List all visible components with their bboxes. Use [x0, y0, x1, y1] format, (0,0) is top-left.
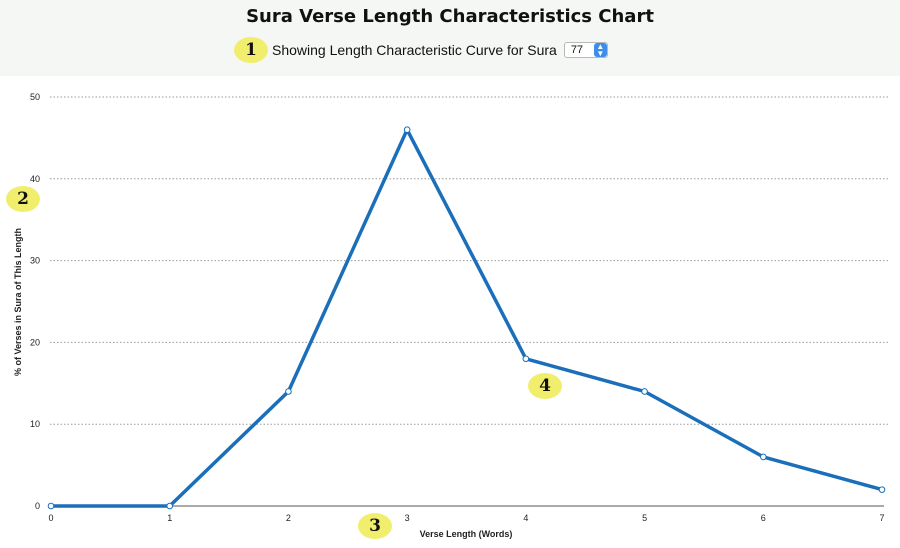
x-tick-label: 6 [761, 513, 766, 523]
data-point[interactable] [166, 502, 174, 510]
data-point[interactable] [878, 486, 886, 493]
y-tick-label: 10 [30, 419, 40, 429]
x-tick-label: 1 [167, 513, 172, 523]
y-tick-label: 50 [30, 92, 40, 102]
annotation-badge-2: 2 [6, 186, 40, 212]
x-tick-label: 0 [48, 513, 53, 523]
chevron-updown-icon: ▲ ▼ [593, 43, 607, 58]
data-point[interactable] [641, 388, 648, 395]
x-tick-label: 7 [879, 513, 884, 523]
annotation-badge-3: 3 [358, 513, 392, 539]
x-tick-labels: 0 1 2 3 4 5 6 7 [48, 513, 884, 523]
x-tick-label: 5 [642, 513, 647, 523]
y-tick-label: 20 [30, 337, 40, 347]
data-point[interactable] [403, 126, 411, 134]
y-axis-label: % of Verses in Sura of This Length [13, 228, 23, 376]
x-tick-label: 2 [286, 513, 291, 523]
annotation-badge-4: 4 [528, 373, 562, 399]
x-tick-label: 4 [523, 513, 528, 523]
data-point[interactable] [522, 355, 530, 363]
y-tick-label: 40 [30, 174, 40, 184]
sura-select[interactable]: 77 ▲ ▼ [563, 42, 608, 58]
data-point[interactable] [285, 388, 292, 395]
annotation-badge-1: 1 [234, 37, 268, 63]
data-point[interactable] [47, 502, 55, 510]
series-line [51, 127, 883, 508]
x-tick-label: 3 [405, 513, 410, 523]
y-tick-labels: 0 10 20 30 40 50 [30, 92, 40, 511]
data-points [47, 126, 886, 510]
y-tick-label: 30 [30, 256, 40, 266]
x-axis-label: Verse Length (Words) [420, 529, 513, 539]
chart-title: Sura Verse Length Characteristics Chart [246, 6, 654, 27]
sura-select-label: Showing Length Characteristic Curve for … [272, 42, 557, 58]
sura-select-value: 77 [570, 44, 584, 56]
chart-header: Sura Verse Length Characteristics Chart … [0, 0, 900, 76]
grid-lines [50, 96, 888, 425]
y-tick-label: 0 [35, 501, 40, 511]
data-point[interactable] [759, 453, 767, 461]
sura-controls: 1 Showing Length Characteristic Curve fo… [234, 36, 608, 64]
